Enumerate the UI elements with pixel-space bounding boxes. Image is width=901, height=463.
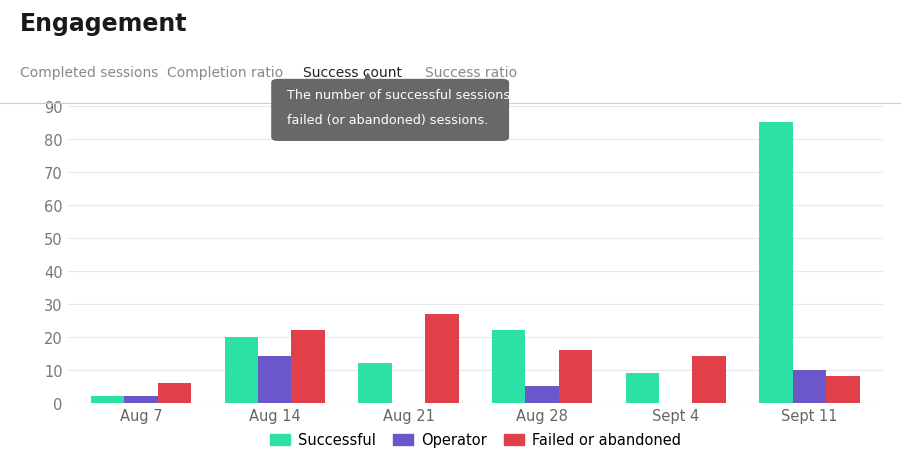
- Bar: [224, 337, 258, 403]
- Text: The number of successful sessions and: The number of successful sessions and: [287, 89, 539, 102]
- Bar: [793, 370, 826, 403]
- Bar: [625, 373, 659, 403]
- Bar: [124, 396, 158, 403]
- Text: Completion ratio: Completion ratio: [167, 66, 283, 80]
- Bar: [292, 331, 325, 403]
- Bar: [525, 386, 559, 403]
- Bar: [760, 123, 793, 403]
- Bar: [693, 357, 726, 403]
- Text: failed (or abandoned) sessions.: failed (or abandoned) sessions.: [287, 113, 489, 126]
- Text: Success ratio: Success ratio: [425, 66, 517, 80]
- Text: Success count: Success count: [303, 66, 402, 80]
- Legend: Successful, Operator, Failed or abandoned: Successful, Operator, Failed or abandone…: [264, 427, 687, 453]
- Bar: [158, 383, 191, 403]
- Bar: [258, 357, 292, 403]
- Bar: [91, 396, 124, 403]
- Bar: [359, 363, 392, 403]
- Bar: [559, 350, 592, 403]
- Bar: [492, 331, 525, 403]
- Bar: [826, 376, 860, 403]
- Bar: [425, 314, 459, 403]
- Text: Engagement: Engagement: [20, 12, 187, 36]
- Text: Completed sessions: Completed sessions: [20, 66, 159, 80]
